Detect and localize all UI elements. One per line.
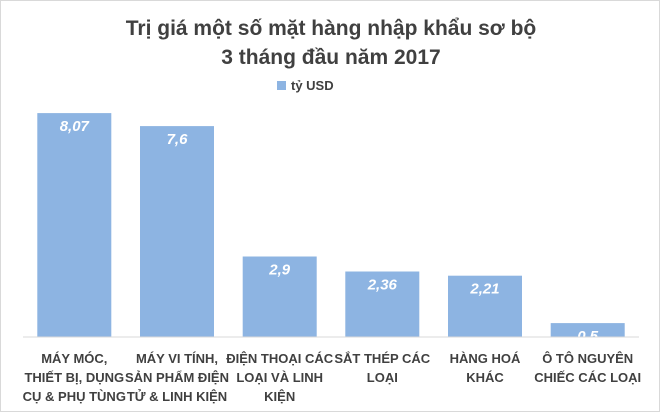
bar-4 bbox=[345, 271, 420, 337]
category-label-3: ĐIỆN THOẠI CÁC LOẠI VÀ LINH KIỆN bbox=[226, 351, 334, 404]
bar-2 bbox=[140, 126, 214, 337]
bars: 8,077,62,92,36 2,210,5 bbox=[37, 113, 625, 345]
category-label-3-line-1: ĐIỆN THOẠI CÁC bbox=[226, 351, 334, 366]
category-label-4-line-2: LOẠI bbox=[367, 370, 398, 385]
category-label-1: MÁY MÓC, THIẾT BỊ, DỤNG CỤ & PHỤ TÙNG bbox=[23, 351, 126, 404]
category-label-6-line-1: Ô TÔ NGUYÊN bbox=[542, 351, 633, 366]
category-label-4: SẮT THÉP CÁC LOẠI bbox=[334, 351, 430, 385]
legend-swatch bbox=[277, 81, 286, 90]
bar-6 bbox=[550, 323, 625, 337]
category-label-1-line-2: THIẾT BỊ, DỤNG bbox=[24, 370, 124, 385]
category-label-2-line-3: TỬ & LINH KIỆN bbox=[127, 389, 227, 404]
category-label-4-line-1: SẮT THÉP CÁC bbox=[334, 351, 430, 366]
category-label-3-line-3: KIỆN bbox=[264, 389, 295, 404]
chart-title: Trị giá một số mặt hàng nhập khẩu sơ bộ … bbox=[126, 17, 536, 69]
bar-5 bbox=[448, 275, 522, 337]
data-label-3: 2,9 bbox=[268, 262, 291, 279]
data-label-4: 2,36 bbox=[367, 277, 398, 294]
chart-title-line-1: Trị giá một số mặt hàng nhập khẩu sơ bộ bbox=[126, 17, 536, 40]
legend-label: tỷ USD bbox=[291, 78, 334, 93]
category-label-5-line-1: HÀNG HOÁ bbox=[450, 351, 521, 366]
category-label-6: Ô TÔ NGUYÊN CHIẾC CÁC LOẠI bbox=[534, 351, 641, 385]
category-label-5: HÀNG HOÁ KHÁC bbox=[450, 351, 521, 385]
data-label-5: 2,21 bbox=[469, 281, 499, 298]
category-label-6-line-2: CHIẾC CÁC LOẠI bbox=[534, 370, 641, 385]
bar-1 bbox=[37, 113, 112, 337]
data-label-1: 8,07 bbox=[60, 118, 90, 135]
legend: tỷ USD bbox=[277, 78, 334, 93]
category-label-1-line-3: CỤ & PHỤ TÙNG bbox=[23, 389, 126, 404]
category-label-2: MÁY VI TÍNH, SẢN PHẨM ĐIỆN TỬ & LINH KIỆN bbox=[125, 351, 229, 404]
chart-title-line-2: 3 tháng đầu năm 2017 bbox=[221, 46, 440, 69]
category-label-2-line-1: MÁY VI TÍNH, bbox=[136, 351, 218, 366]
category-label-5-line-2: KHÁC bbox=[466, 370, 504, 385]
data-label-2: 7,6 bbox=[167, 131, 189, 148]
category-label-1-line-1: MÁY MÓC, bbox=[41, 351, 107, 366]
bar-3 bbox=[242, 256, 317, 337]
category-label-3-line-2: LOẠI VÀ LINH bbox=[236, 370, 323, 385]
category-label-2-line-2: SẢN PHẨM ĐIỆN bbox=[125, 370, 229, 385]
